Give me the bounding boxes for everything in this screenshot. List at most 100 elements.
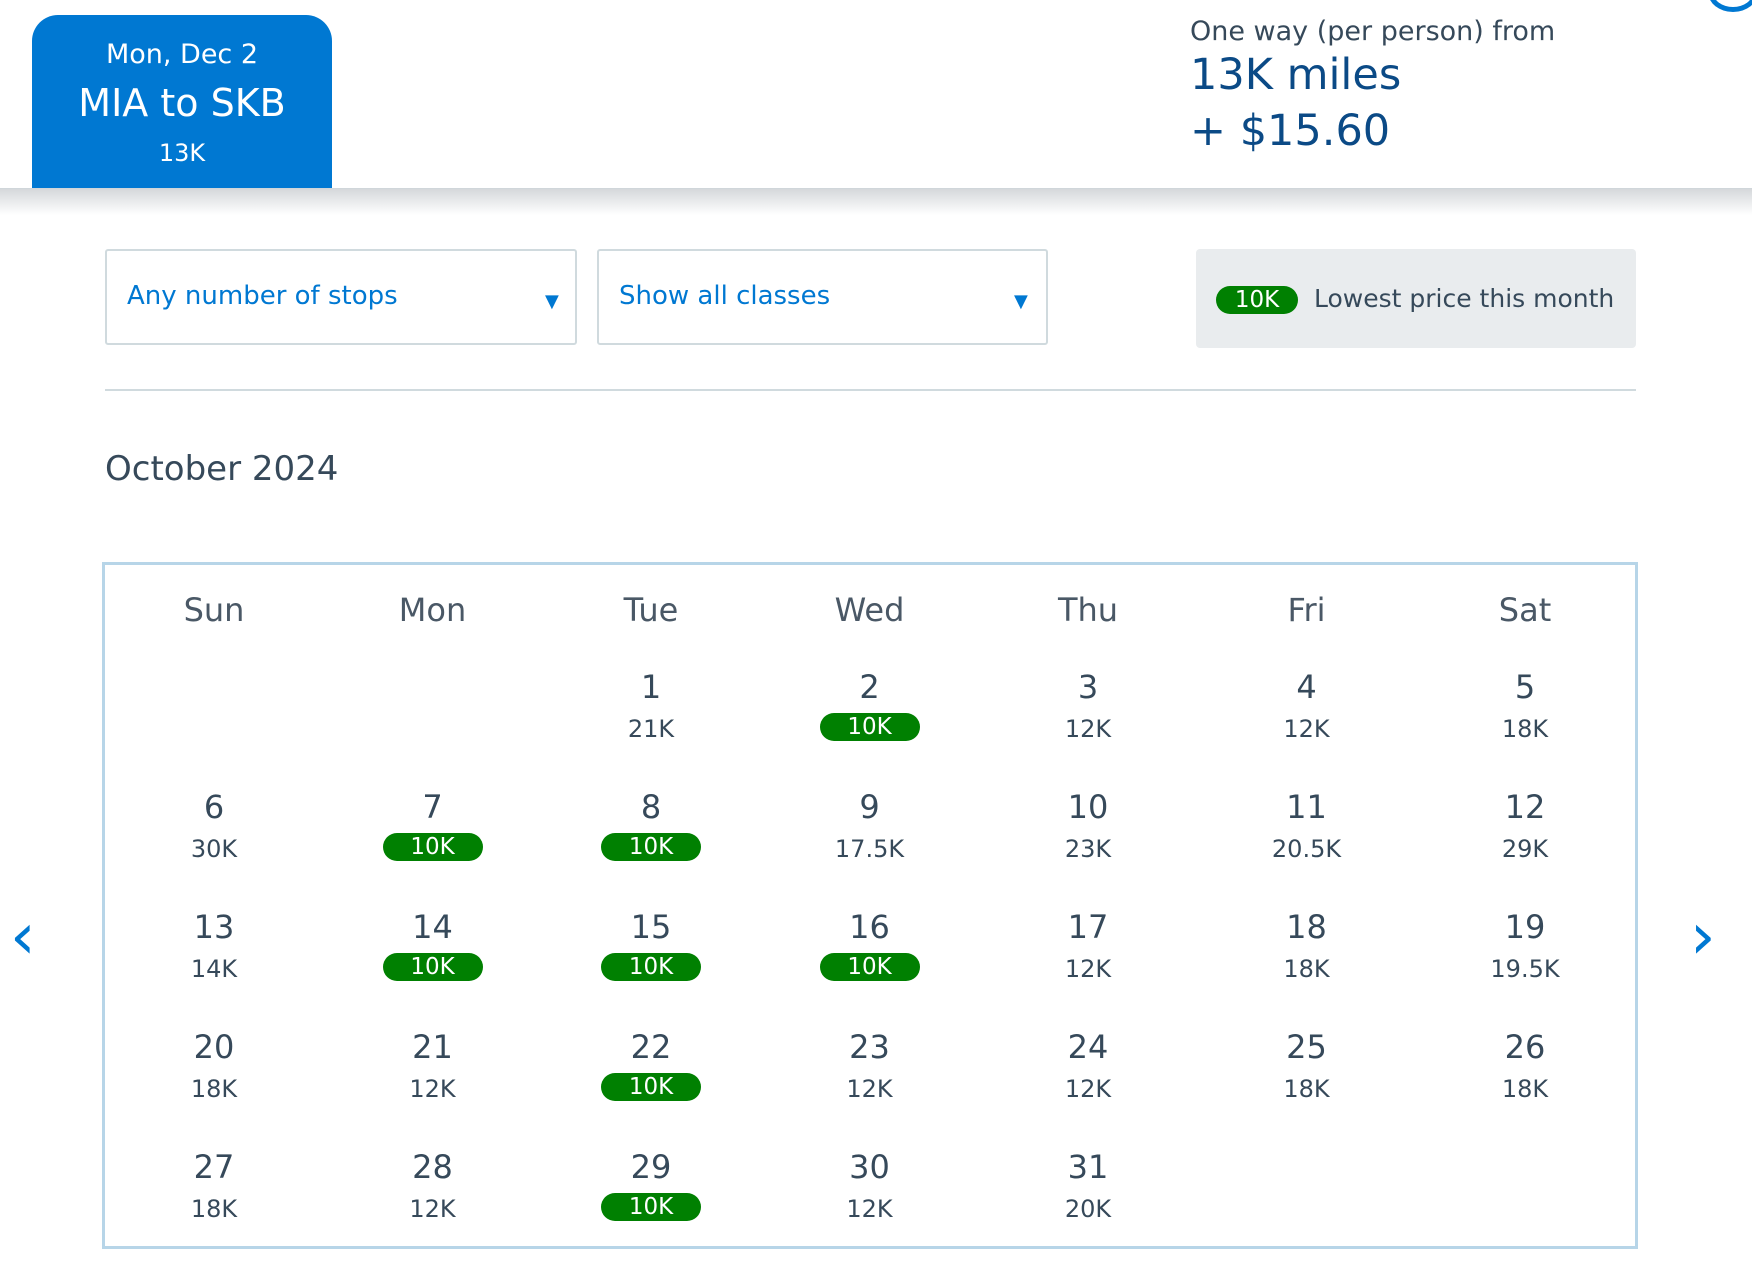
calendar-day[interactable]: 8 10K [542,787,760,897]
day-price: 29K [1501,835,1549,863]
weekday-header: Sun [183,591,245,629]
day-price: 12K [1064,955,1112,983]
day-price: 23K [1064,835,1112,863]
calendar-day[interactable]: 9 17.5K [761,787,979,897]
calendar-day[interactable]: 10 23K [979,787,1197,897]
header-shadow [0,189,1752,215]
calendar-day[interactable]: 29 10K [542,1147,760,1257]
lowest-price-badge: 10K [382,953,483,981]
calendar-day[interactable]: 21 12K [324,1027,542,1137]
day-number: 25 [1286,1028,1327,1066]
price-cash: + $15.60 [1190,106,1391,156]
calendar-day[interactable]: 6 30K [105,787,323,897]
day-number: 12 [1504,788,1546,826]
calendar-day[interactable]: 18 18K [1198,907,1416,1017]
lowest-price-text: Lowest price this month [1314,284,1615,313]
calendar-day[interactable]: 3 12K [979,667,1197,777]
lowest-price-badge: 10K [601,953,701,981]
day-price: 12K [1064,715,1112,743]
calendar-day[interactable]: 13 14K [105,907,323,1017]
flight-header: Mon, Dec 2 MIA to SKB 13K One way (per p… [0,0,1752,189]
classes-select[interactable]: Show all classes ▼ [597,249,1048,345]
calendar-day[interactable]: 15 10K [542,907,760,1017]
day-number: 14 [412,908,453,946]
partial-circle-icon [1708,0,1752,12]
calendar-day[interactable]: 22 10K [542,1027,760,1137]
weekday-header: Thu [1057,591,1119,629]
calendar-day[interactable]: 23 12K [761,1027,979,1137]
calendar-day[interactable]: 11 20.5K [1198,787,1416,897]
day-price: 18K [1501,715,1549,743]
lowest-price-badge: 10K [601,1073,701,1101]
trip-route: MIA to SKB [78,81,286,125]
day-price: 17.5K [834,835,905,863]
calendar-day[interactable]: 25 18K [1198,1027,1416,1137]
day-number: 20 [193,1028,235,1066]
day-number: 5 [1514,668,1536,706]
classes-select-value: Show all classes [619,281,831,311]
chevron-right-icon[interactable]: › [1690,900,1716,974]
chevron-left-icon[interactable]: ‹ [10,900,36,974]
calendar-day[interactable]: 24 12K [979,1027,1197,1137]
day-price: 21K [627,715,675,743]
calendar-day[interactable]: 16 10K [761,907,979,1017]
lowest-price-badge: 10K [382,833,483,861]
calendar-grid: Sun Mon Tue Wed Thu Fri Sat 1 21K 2 10K 3 12K 4 12K 5 18… [102,562,1638,1249]
day-number: 17 [1067,908,1109,946]
day-price: 18K [190,1195,238,1223]
day-number: 2 [859,668,880,706]
calendar-day[interactable]: 20 18K [105,1027,323,1137]
caret-down-icon: ▼ [1014,291,1028,312]
calendar-day[interactable]: 27 18K [105,1147,323,1257]
caret-down-icon: ▼ [545,291,559,312]
day-number: 28 [412,1148,453,1186]
price-summary: One way (per person) from 13K miles + $1… [1190,16,1690,159]
calendar-day[interactable]: 2 10K [761,667,979,777]
day-price: 12K [1064,1075,1112,1103]
day-number: 31 [1067,1148,1109,1186]
month-title: October 2024 [105,449,339,489]
day-price: 18K [1283,1075,1330,1103]
stops-select-value: Any number of stops [127,281,398,311]
weekday-header: Fri [1287,591,1326,629]
trip-date: Mon, Dec 2 [105,39,259,70]
day-number: 1 [640,668,662,706]
weekday-header: Sat [1498,591,1552,629]
day-price: 18K [190,1075,238,1103]
calendar-day[interactable]: 4 12K [1198,667,1416,777]
day-number: 30 [849,1148,890,1186]
day-number: 26 [1504,1028,1546,1066]
day-number: 19 [1504,908,1546,946]
day-number: 3 [1077,668,1099,706]
day-number: 18 [1286,908,1327,946]
calendar-day[interactable]: 19 19.5K [1416,907,1634,1017]
day-number: 23 [849,1028,890,1066]
day-number: 21 [412,1028,453,1066]
day-number: 16 [849,908,890,946]
calendar-day[interactable]: 7 10K [324,787,542,897]
day-price: 12K [1283,715,1330,743]
day-price: 20K [1064,1195,1112,1223]
lowest-price-badge: 10K [601,833,701,861]
day-price: 18K [1283,955,1330,983]
day-number: 4 [1296,668,1317,706]
day-price: 12K [846,1075,893,1103]
day-price: 30K [190,835,238,863]
calendar-day[interactable]: 5 18K [1416,667,1634,777]
day-number: 13 [193,908,235,946]
calendar-day[interactable]: 31 20K [979,1147,1197,1257]
day-number: 7 [422,788,443,826]
calendar-day[interactable]: 26 18K [1416,1027,1634,1137]
calendar-day[interactable]: 28 12K [324,1147,542,1257]
stops-select[interactable]: Any number of stops ▼ [105,249,577,345]
day-price: 18K [1501,1075,1549,1103]
calendar-day[interactable]: 30 12K [761,1147,979,1257]
calendar-day[interactable]: 12 29K [1416,787,1634,897]
calendar-day[interactable]: 1 21K [542,667,760,777]
calendar-day[interactable]: 14 10K [324,907,542,1017]
trip-tab[interactable]: Mon, Dec 2 MIA to SKB 13K [32,15,332,188]
lowest-price-badge: 10K [819,713,920,741]
calendar-day[interactable]: 17 12K [979,907,1197,1017]
day-number: 10 [1067,788,1109,826]
lowest-price-legend: 10K Lowest price this month [1196,249,1636,348]
